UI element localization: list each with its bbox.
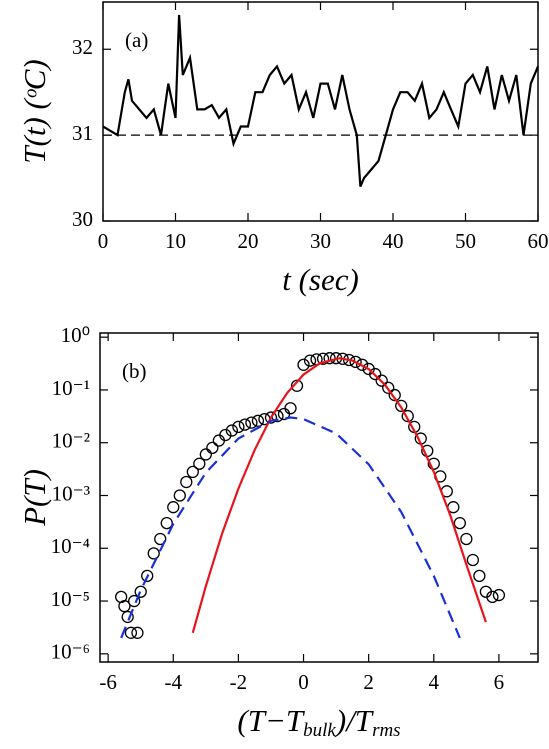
x-tick-label: 40: [383, 229, 404, 253]
data-point: [225, 424, 239, 437]
data-point: [369, 367, 382, 381]
data-point: [160, 516, 173, 530]
panel-label: (a): [125, 28, 148, 52]
data-point: [473, 569, 486, 583]
data-point: [180, 475, 193, 489]
data-point: [141, 569, 154, 583]
plot-frame: [102, 1, 539, 222]
data-point: [460, 532, 473, 546]
data-point: [154, 532, 167, 546]
x-axis-title-part: bulk: [303, 720, 336, 741]
data-point: [232, 420, 245, 433]
data-point: [245, 416, 258, 429]
x-tick-label: 0: [298, 670, 309, 694]
data-point: [401, 409, 414, 423]
data-point: [375, 374, 388, 387]
data-line: [102, 14, 540, 188]
data-point: [124, 626, 138, 639]
y-tick-label: 32: [72, 35, 93, 59]
fit-curve: [191, 357, 487, 634]
y-tick-label: 30: [72, 207, 93, 231]
data-point: [121, 610, 134, 624]
x-tick-label: -6: [99, 670, 117, 694]
data-point: [128, 594, 141, 608]
x-tick-label: 0: [98, 229, 109, 253]
data-point: [486, 590, 499, 604]
data-point: [492, 588, 506, 602]
x-tick-label: 10: [165, 229, 186, 253]
y-tick-label: 31: [72, 121, 93, 145]
data-point: [173, 489, 186, 502]
data-point: [186, 465, 199, 479]
y-axis-title: T(t) (ᵒC): [17, 59, 52, 163]
data-point: [193, 457, 206, 470]
y-tick-label: 10⁻⁶: [51, 640, 90, 664]
y-tick-label: 10⁻⁵: [51, 587, 90, 611]
x-tick-label: 20: [238, 229, 259, 253]
data-point: [453, 516, 466, 530]
y-tick-label: 10⁰: [61, 323, 90, 347]
data-point: [167, 501, 180, 514]
data-point: [219, 428, 232, 442]
panel-label: (b): [122, 359, 147, 383]
data-point: [238, 418, 252, 431]
data-point: [134, 585, 147, 598]
data-point: [251, 414, 265, 427]
data-point: [303, 354, 317, 367]
data-point: [206, 441, 219, 454]
x-tick-label: 50: [455, 229, 476, 253]
data-point: [297, 358, 310, 371]
plot-frame: [99, 332, 539, 663]
y-tick-label: 10⁻⁴: [51, 534, 90, 558]
x-tick-label: -4: [165, 670, 183, 694]
data-point: [131, 626, 144, 639]
data-point: [427, 457, 440, 470]
x-tick-label: -2: [230, 670, 248, 694]
x-axis-title-part: (T−T: [237, 703, 305, 738]
data-point: [388, 388, 401, 402]
x-tick-label: 4: [429, 670, 440, 694]
data-point: [118, 600, 131, 613]
y-tick-label: 10⁻¹: [52, 376, 90, 400]
x-tick-label: 6: [494, 670, 505, 694]
data-point: [199, 448, 212, 461]
x-tick-label: 60: [528, 229, 549, 253]
data-point: [466, 553, 480, 567]
x-tick-label: 2: [363, 670, 374, 694]
data-point: [323, 352, 336, 365]
data-point: [316, 352, 330, 365]
data-point: [349, 355, 362, 369]
data-point: [284, 402, 297, 415]
y-tick-label: 10⁻²: [52, 429, 90, 453]
data-point: [382, 381, 395, 394]
x-tick-label: 30: [310, 229, 331, 253]
fit-curve: [120, 416, 461, 639]
x-axis-title: (T−Tbulk)/Trms: [237, 703, 400, 741]
x-axis-title-part: )/T: [334, 703, 375, 738]
x-axis-title-part: rms: [372, 720, 401, 741]
y-tick-label: 10⁻³: [52, 481, 90, 505]
data-point: [355, 358, 369, 371]
y-axis-title: P(T): [17, 469, 52, 527]
data-point: [264, 411, 278, 424]
x-axis-title: t (sec): [282, 262, 359, 297]
data-point: [147, 547, 160, 560]
data-point: [395, 399, 408, 412]
